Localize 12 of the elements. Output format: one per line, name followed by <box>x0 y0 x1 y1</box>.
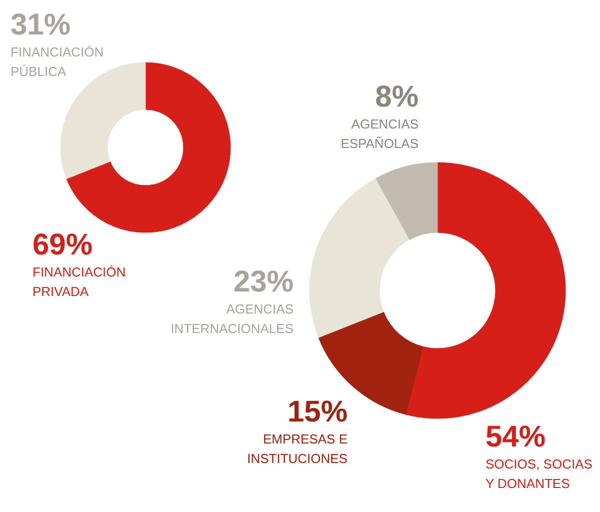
slice-label: AGENCIAS ESPAÑOLAS <box>340 116 419 151</box>
data-label: 8% <box>375 80 418 114</box>
data-label: 15% <box>287 396 348 428</box>
slice-label: FINANCIACIÓN PRIVADA <box>32 264 126 299</box>
slice-label: FINANCIACIÓN PÚBLICA <box>10 44 104 79</box>
slice-label: SOCIOS, SOCIAS Y DONANTES <box>486 456 593 491</box>
data-label: 31% <box>10 8 71 42</box>
data-label: 69% <box>32 228 93 262</box>
data-label: 23% <box>233 266 294 298</box>
slice-label: AGENCIAS INTERNACIONALES <box>170 302 294 336</box>
data-label: 54% <box>486 420 546 454</box>
slice-label: EMPRESAS E INSTITUCIONES <box>247 432 348 466</box>
